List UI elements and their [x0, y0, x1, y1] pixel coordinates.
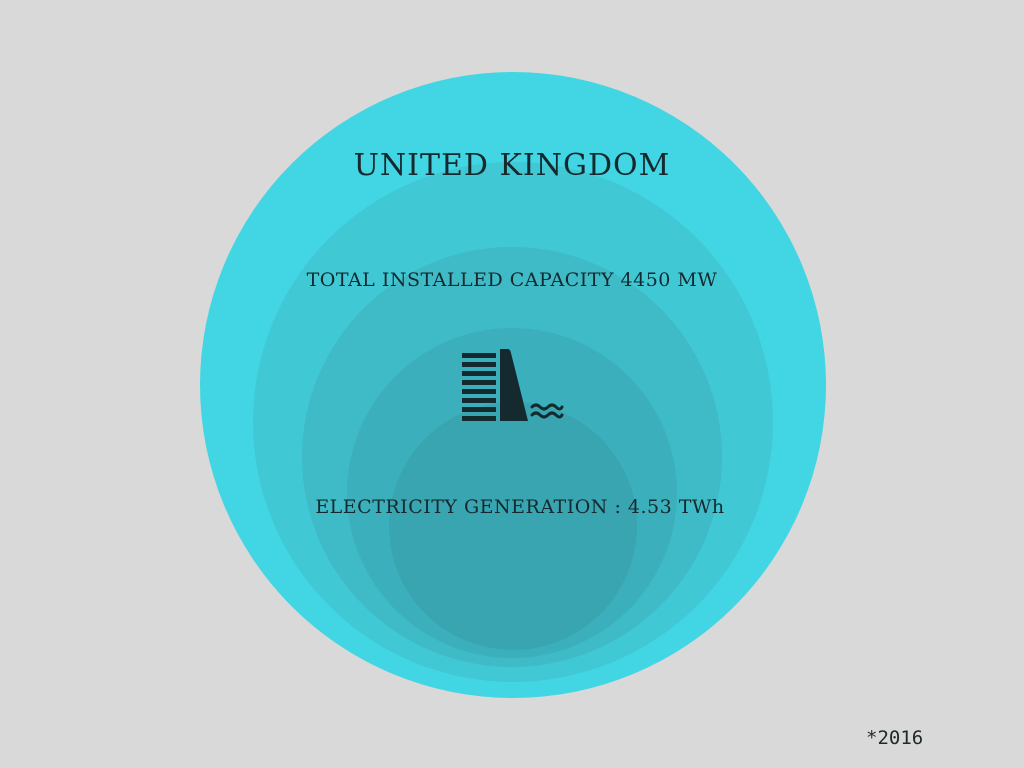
year-footnote: *2016	[866, 727, 924, 749]
electricity-generation-label: ELECTRICITY GENERATION : 4.53 TWh	[315, 496, 725, 518]
installed-capacity-label: TOTAL INSTALLED CAPACITY 4450 MW	[306, 269, 718, 291]
country-title: UNITED KINGDOM	[353, 148, 671, 183]
hydro-dam-icon	[462, 349, 564, 421]
inner-circle	[389, 402, 637, 650]
